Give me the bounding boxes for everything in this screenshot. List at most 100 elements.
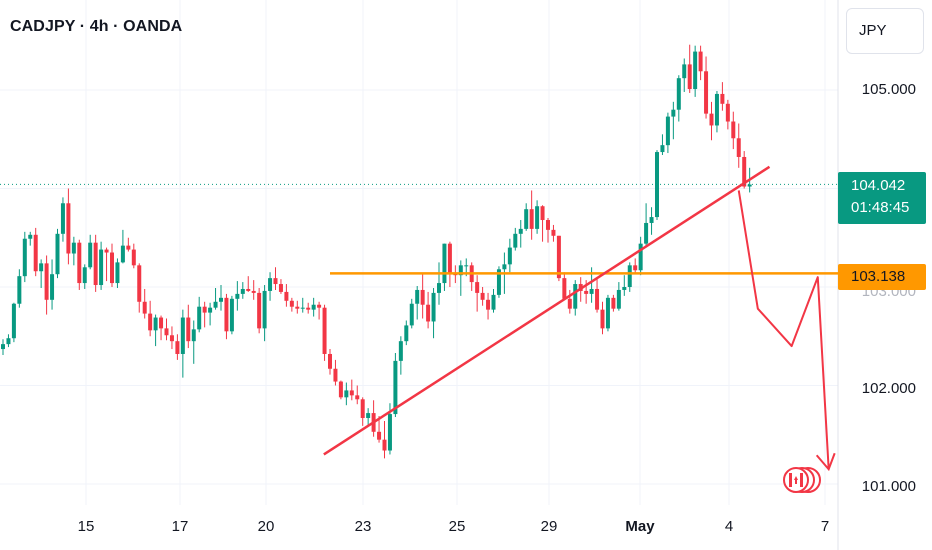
- candle-body: [333, 368, 338, 382]
- candle-body: [159, 317, 164, 329]
- candle-body: [709, 113, 714, 126]
- candle-body: [295, 306, 300, 309]
- candle-body: [93, 242, 98, 286]
- candle-body: [300, 307, 305, 309]
- projection-path: [737, 190, 830, 470]
- candle-body: [562, 278, 567, 299]
- candle-body: [60, 203, 65, 234]
- candle-body: [649, 217, 654, 223]
- candle-body: [328, 353, 332, 369]
- candle-body: [71, 242, 76, 254]
- time-label-4: 4: [724, 518, 734, 535]
- time-label-23: 23: [354, 518, 372, 535]
- candle-body: [605, 297, 610, 329]
- candle-body: [82, 267, 87, 284]
- candle-body: [88, 242, 93, 268]
- trendline: [323, 165, 771, 456]
- candle-body: [420, 289, 425, 305]
- candle-body: [698, 51, 703, 72]
- candle-body: [169, 335, 174, 342]
- candle-body: [447, 243, 452, 274]
- time-label-15: 15: [77, 518, 95, 535]
- candle-body: [1, 344, 5, 350]
- candle-body: [180, 317, 185, 354]
- candle-body: [306, 307, 311, 310]
- candle-body: [349, 390, 354, 396]
- candle-body: [208, 307, 213, 313]
- candle-body: [431, 292, 436, 322]
- candle-body: [50, 274, 55, 300]
- current-price-value: 104.042: [851, 177, 906, 194]
- candle-body: [22, 238, 27, 277]
- candle-body: [393, 360, 398, 415]
- candle-body: [644, 222, 649, 244]
- candle-body: [540, 206, 545, 221]
- candle-body: [120, 245, 125, 263]
- candle-body: [616, 289, 621, 309]
- candle-body: [131, 249, 136, 266]
- candle-body: [387, 414, 392, 451]
- candle-body: [77, 242, 82, 284]
- candle-body: [273, 278, 278, 285]
- candle-body: [584, 290, 589, 294]
- candle-body: [322, 307, 327, 354]
- candle-body: [486, 299, 491, 310]
- time-label-may: May: [625, 518, 655, 535]
- candle-body: [110, 252, 114, 284]
- candle-body: [676, 78, 681, 110]
- candle-body: [115, 262, 120, 284]
- candle-body: [600, 309, 605, 329]
- candle-body: [229, 298, 234, 332]
- candle-body: [535, 206, 540, 229]
- candle-body: [464, 265, 469, 267]
- candle-body: [682, 64, 687, 79]
- level-price-badge: 103.138: [838, 264, 926, 290]
- candle-body: [202, 306, 207, 313]
- canada-flag-icon: [789, 473, 792, 487]
- candle-body: [660, 145, 665, 153]
- candle-body: [507, 247, 512, 265]
- candle-body: [731, 121, 736, 139]
- candle-body: [39, 263, 44, 272]
- candle-body: [377, 431, 382, 440]
- candle-body: [289, 300, 294, 307]
- candle-body: [687, 64, 692, 90]
- candle-body: [611, 297, 616, 309]
- candle-body: [257, 292, 262, 329]
- candle-body: [175, 341, 180, 354]
- candle-body: [633, 265, 638, 271]
- candle-body: [546, 220, 550, 230]
- candle-body: [66, 203, 71, 254]
- candle-body: [720, 93, 725, 104]
- candle-body: [622, 287, 627, 290]
- candle-body: [693, 51, 698, 90]
- candle-body: [736, 138, 741, 157]
- candle-body: [747, 184, 752, 187]
- canada-flag-icon: [800, 473, 803, 487]
- candle-body: [33, 234, 38, 272]
- price-label-105: 105.000: [861, 81, 916, 98]
- candle-body: [551, 229, 556, 236]
- currency-button[interactable]: JPY: [846, 8, 924, 54]
- candle-body: [278, 284, 283, 292]
- candle-body: [6, 338, 11, 345]
- candle-body: [153, 317, 158, 331]
- candle-body: [99, 249, 104, 286]
- candle-body: [442, 243, 447, 284]
- candle-body: [55, 233, 60, 275]
- bar-countdown: 01:48:45: [851, 199, 910, 216]
- candle-body: [437, 283, 441, 293]
- candle-body: [627, 265, 632, 287]
- candle-body: [458, 265, 463, 276]
- current-price-badge: 104.042 01:48:45: [838, 172, 926, 224]
- candle-body: [186, 317, 191, 342]
- candle-body: [491, 294, 496, 310]
- time-label-29: 29: [540, 518, 558, 535]
- candle-body: [714, 93, 719, 126]
- price-label-102: 102.000: [861, 380, 916, 397]
- candle-body: [164, 328, 169, 336]
- time-label-7: 7: [820, 518, 830, 535]
- candle-body: [191, 329, 196, 342]
- candle-body: [382, 439, 387, 451]
